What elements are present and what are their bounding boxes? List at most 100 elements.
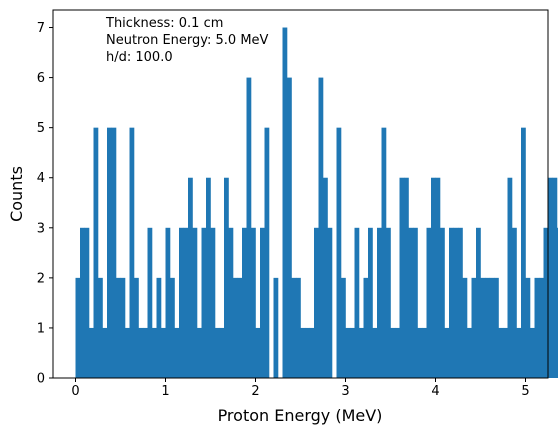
histogram-bar: [336, 127, 342, 378]
histogram-bar: [485, 277, 490, 378]
histogram-bar: [494, 277, 499, 378]
histogram-bar: [507, 177, 513, 378]
histogram-bar: [453, 227, 459, 378]
y-tick-label: 0: [37, 372, 45, 387]
histogram-bar: [147, 227, 153, 378]
x-tick-label: 2: [251, 384, 259, 399]
y-tick-label: 2: [37, 271, 45, 286]
histogram-bar: [516, 327, 522, 378]
y-axis-ticks: 0 1 2 3 4 5 6 7: [37, 21, 53, 387]
histogram-bar: [84, 227, 90, 378]
histogram-bar: [462, 277, 468, 378]
histogram-bar: [174, 327, 180, 378]
histogram-bar: [476, 227, 481, 378]
y-tick-label: 1: [37, 321, 45, 336]
y-tick-label: 3: [37, 221, 45, 236]
histogram-bar: [404, 177, 409, 378]
histogram-bar: [125, 327, 130, 378]
histogram-bar: [93, 127, 99, 378]
plot-frame: [52, 9, 549, 379]
histogram-bar: [390, 327, 396, 378]
histogram-bar: [525, 277, 531, 378]
histogram-bar: [395, 327, 400, 378]
histogram-bar: [354, 227, 360, 378]
histogram-bar: [300, 327, 306, 378]
histogram-bars: [75, 27, 558, 379]
histogram-bar: [116, 277, 121, 378]
histogram-bar: [435, 177, 441, 378]
histogram-bar: [413, 227, 418, 378]
histogram-bar: [228, 227, 234, 378]
histogram-bar: [467, 327, 472, 378]
histogram-bar: [503, 327, 508, 378]
histogram-bar: [143, 327, 148, 378]
histogram-bar: [489, 277, 495, 378]
histogram-bar: [237, 277, 243, 378]
histogram-bar: [377, 227, 382, 378]
histogram-bar: [543, 227, 549, 378]
histogram-bar: [327, 227, 333, 378]
histogram-bar: [440, 227, 445, 378]
histogram-bar: [323, 177, 328, 378]
histogram-bar: [309, 327, 315, 378]
histogram-bar: [75, 277, 81, 378]
histogram-bar: [305, 327, 310, 378]
y-tick-label: 4: [37, 171, 45, 186]
histogram-bar: [534, 277, 540, 378]
histogram-bar: [80, 227, 85, 378]
histogram-bar: [386, 227, 391, 378]
histogram-bar: [111, 127, 117, 378]
histogram-bar: [188, 177, 193, 378]
histogram-bar: [233, 277, 238, 378]
histogram-bar: [521, 127, 526, 378]
histogram-bar: [314, 227, 319, 378]
x-tick-label: 3: [341, 384, 349, 399]
histogram-bar: [480, 277, 486, 378]
histogram-bar: [318, 77, 324, 379]
histogram-bar: [359, 327, 364, 378]
histogram-bar: [417, 327, 423, 378]
histogram-bar: [399, 177, 405, 378]
histogram-bar: [192, 227, 198, 378]
histogram-bar: [210, 227, 216, 378]
histogram-bar: [161, 327, 166, 378]
histogram-bar: [282, 27, 288, 379]
histogram-bar: [206, 177, 211, 378]
histogram-bar: [350, 327, 355, 378]
histogram-bar: [255, 327, 261, 378]
histogram-bar: [134, 277, 139, 378]
histogram-bar: [138, 327, 144, 378]
annotation-box: Thickness: 0.1 cm Neutron Energy: 5.0 Me…: [105, 16, 269, 65]
x-axis-ticks: 0 1 2 3 4 5: [71, 378, 530, 399]
histogram-bar: [260, 227, 265, 378]
y-axis-label: Counts: [7, 166, 26, 222]
histogram-bar: [372, 327, 378, 378]
histogram-bar: [102, 327, 108, 378]
histogram-bar: [246, 77, 252, 379]
histogram-bar: [152, 327, 157, 378]
histogram-bar: [242, 227, 247, 378]
histogram-bar: [368, 227, 373, 378]
histogram-bar: [530, 327, 535, 378]
y-tick-label: 7: [37, 21, 45, 36]
histogram-bar: [120, 277, 126, 378]
x-tick-label: 5: [521, 384, 529, 399]
histogram-bar: [251, 227, 256, 378]
histogram-bar: [512, 227, 517, 378]
histogram-bar: [165, 227, 171, 378]
histogram-bar: [179, 227, 184, 378]
x-axis-label: Proton Energy (MeV): [218, 406, 383, 425]
histogram-bar: [287, 77, 292, 379]
histogram-bar: [426, 227, 432, 378]
y-tick-label: 6: [37, 71, 45, 86]
x-tick-label: 1: [161, 384, 169, 399]
histogram-bar: [422, 327, 427, 378]
histogram-bar: [381, 127, 387, 378]
histogram-bar: [264, 127, 270, 378]
histogram-bar: [449, 227, 454, 378]
histogram-bar: [471, 277, 477, 378]
x-tick-label: 4: [431, 384, 439, 399]
histogram-bar: [197, 327, 202, 378]
histogram-bar: [215, 327, 220, 378]
histogram-bar: [156, 277, 162, 378]
